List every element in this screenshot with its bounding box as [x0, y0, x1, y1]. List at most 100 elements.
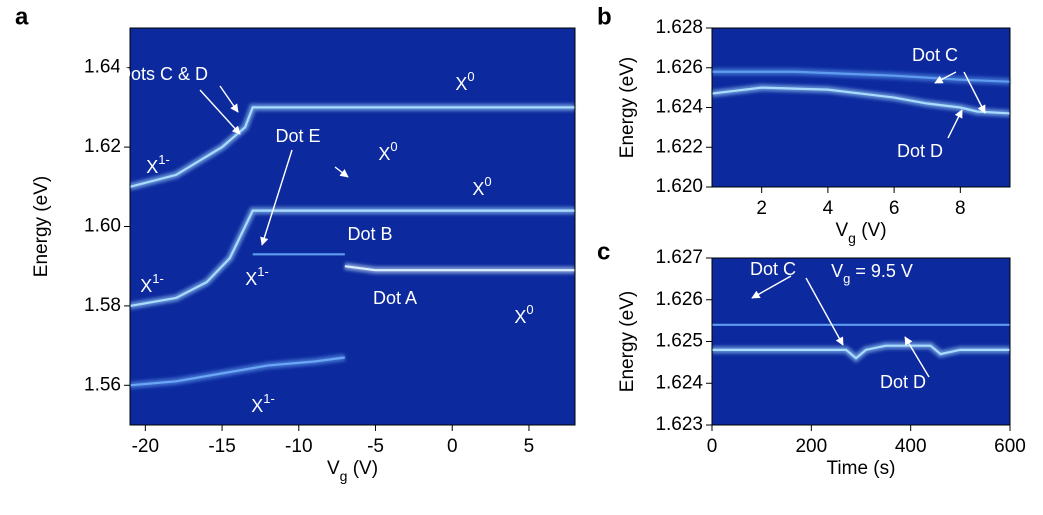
- x-tick-label: 4: [823, 198, 834, 219]
- text-part: Dots C & D: [118, 64, 208, 84]
- text-part: = 9.5 V: [850, 261, 913, 281]
- emission-line: [129, 209, 575, 307]
- annotation: Dots C & D: [118, 64, 208, 84]
- emission-line: [712, 70, 1011, 83]
- y-tick-label: 1.624: [655, 97, 703, 118]
- text-part: X: [514, 307, 526, 327]
- annotation: X0: [378, 139, 397, 164]
- annotation: Dot C: [750, 259, 796, 279]
- text-part: 0: [390, 139, 397, 154]
- arrow: [199, 89, 241, 135]
- annotation: X1-: [146, 152, 170, 177]
- y-axis-label: Energy (eV): [31, 176, 52, 277]
- arrow: [947, 109, 963, 139]
- y-tick-label: 1.56: [84, 374, 121, 395]
- panel-label: c: [597, 238, 610, 265]
- y-tick-label: 1.622: [655, 136, 703, 157]
- text-part: (V): [856, 220, 887, 241]
- panel-label: a: [15, 3, 29, 30]
- x-tick-label: -10: [285, 436, 312, 457]
- arrow: [963, 71, 986, 114]
- y-tick-label: 1.62: [84, 136, 121, 157]
- text-part: X: [146, 157, 158, 177]
- text-part: X: [455, 74, 467, 94]
- text-part: Dot B: [347, 224, 392, 244]
- emission-line: [129, 356, 345, 387]
- emission-line: [711, 86, 1011, 115]
- y-tick-label: 1.64: [84, 57, 121, 78]
- y-tick-label: 1.626: [655, 57, 703, 78]
- annotation: X1-: [251, 391, 275, 416]
- annotation: Dot A: [373, 288, 417, 308]
- emission-line: [344, 265, 575, 272]
- text-part: Dot D: [897, 141, 943, 161]
- y-axis-label: Energy (eV): [617, 291, 638, 392]
- y-tick-label: 1.628: [655, 17, 703, 38]
- y-tick-label: 1.620: [655, 176, 703, 197]
- text-part: 0: [484, 174, 491, 189]
- x-tick-label: -20: [132, 436, 159, 457]
- text-part: Dot C: [912, 45, 958, 65]
- text-part: Dot D: [880, 372, 926, 392]
- arrow: [904, 336, 930, 378]
- text-part: 1-: [257, 264, 269, 279]
- text-part: Dot A: [373, 288, 417, 308]
- text-part: X: [378, 144, 390, 164]
- y-tick-label: 1.58: [84, 295, 121, 316]
- annotation: Dot C: [912, 45, 958, 65]
- text-part: (V): [347, 458, 378, 479]
- emission-line: [129, 106, 575, 188]
- arrow: [751, 275, 792, 299]
- annotation: Dot B: [347, 224, 392, 244]
- annotation: X1-: [245, 264, 269, 289]
- annotation: Dot D: [897, 141, 943, 161]
- text-part: Dot E: [275, 126, 320, 146]
- annotation: X0: [455, 69, 474, 94]
- text-part: X: [472, 179, 484, 199]
- text-part: V: [835, 220, 848, 241]
- y-tick-label: 1.625: [655, 331, 703, 352]
- x-tick-label: 600: [994, 436, 1026, 457]
- text-part: 1-: [263, 391, 275, 406]
- y-axis-label: Energy (eV): [617, 57, 638, 158]
- x-tick-label: -5: [367, 436, 384, 457]
- arrow: [934, 71, 957, 84]
- y-tick-label: 1.623: [655, 414, 703, 435]
- x-tick-label: 200: [795, 436, 827, 457]
- annotation: Vg = 9.5 V: [831, 261, 913, 286]
- x-tick-label: 0: [447, 436, 458, 457]
- annotation: X0: [514, 302, 533, 327]
- plot-background: [712, 258, 1010, 425]
- x-tick-label: 2: [756, 198, 767, 219]
- x-tick-label: 6: [889, 198, 900, 219]
- text-part: g: [340, 468, 348, 484]
- emission-line: [712, 344, 1010, 360]
- text-part: V: [327, 458, 340, 479]
- text-part: V: [831, 261, 843, 281]
- x-axis-label: Vg (V): [835, 220, 886, 246]
- text-part: 1-: [158, 152, 170, 167]
- annotation: X0: [472, 174, 491, 199]
- x-tick-label: 8: [955, 198, 966, 219]
- text-part: g: [843, 271, 850, 286]
- y-tick-label: 1.627: [655, 247, 703, 268]
- panel-label: b: [597, 3, 612, 30]
- x-tick-label: 5: [524, 436, 535, 457]
- x-axis-label: Vg (V): [327, 458, 378, 484]
- text-part: 0: [526, 302, 533, 317]
- text-part: g: [848, 230, 856, 246]
- arrow: [219, 85, 239, 113]
- annotation: X1-: [140, 271, 164, 296]
- annotation: Dot E: [275, 126, 320, 146]
- text-part: 1-: [152, 271, 164, 286]
- x-tick-label: 0: [707, 436, 718, 457]
- text-part: 0: [467, 69, 474, 84]
- y-tick-label: 1.626: [655, 289, 703, 310]
- x-tick-label: -15: [208, 436, 235, 457]
- arrow: [260, 149, 293, 246]
- text-part: X: [245, 269, 257, 289]
- text-part: Dot C: [750, 259, 796, 279]
- y-tick-label: 1.624: [655, 372, 703, 393]
- text-part: X: [251, 396, 263, 416]
